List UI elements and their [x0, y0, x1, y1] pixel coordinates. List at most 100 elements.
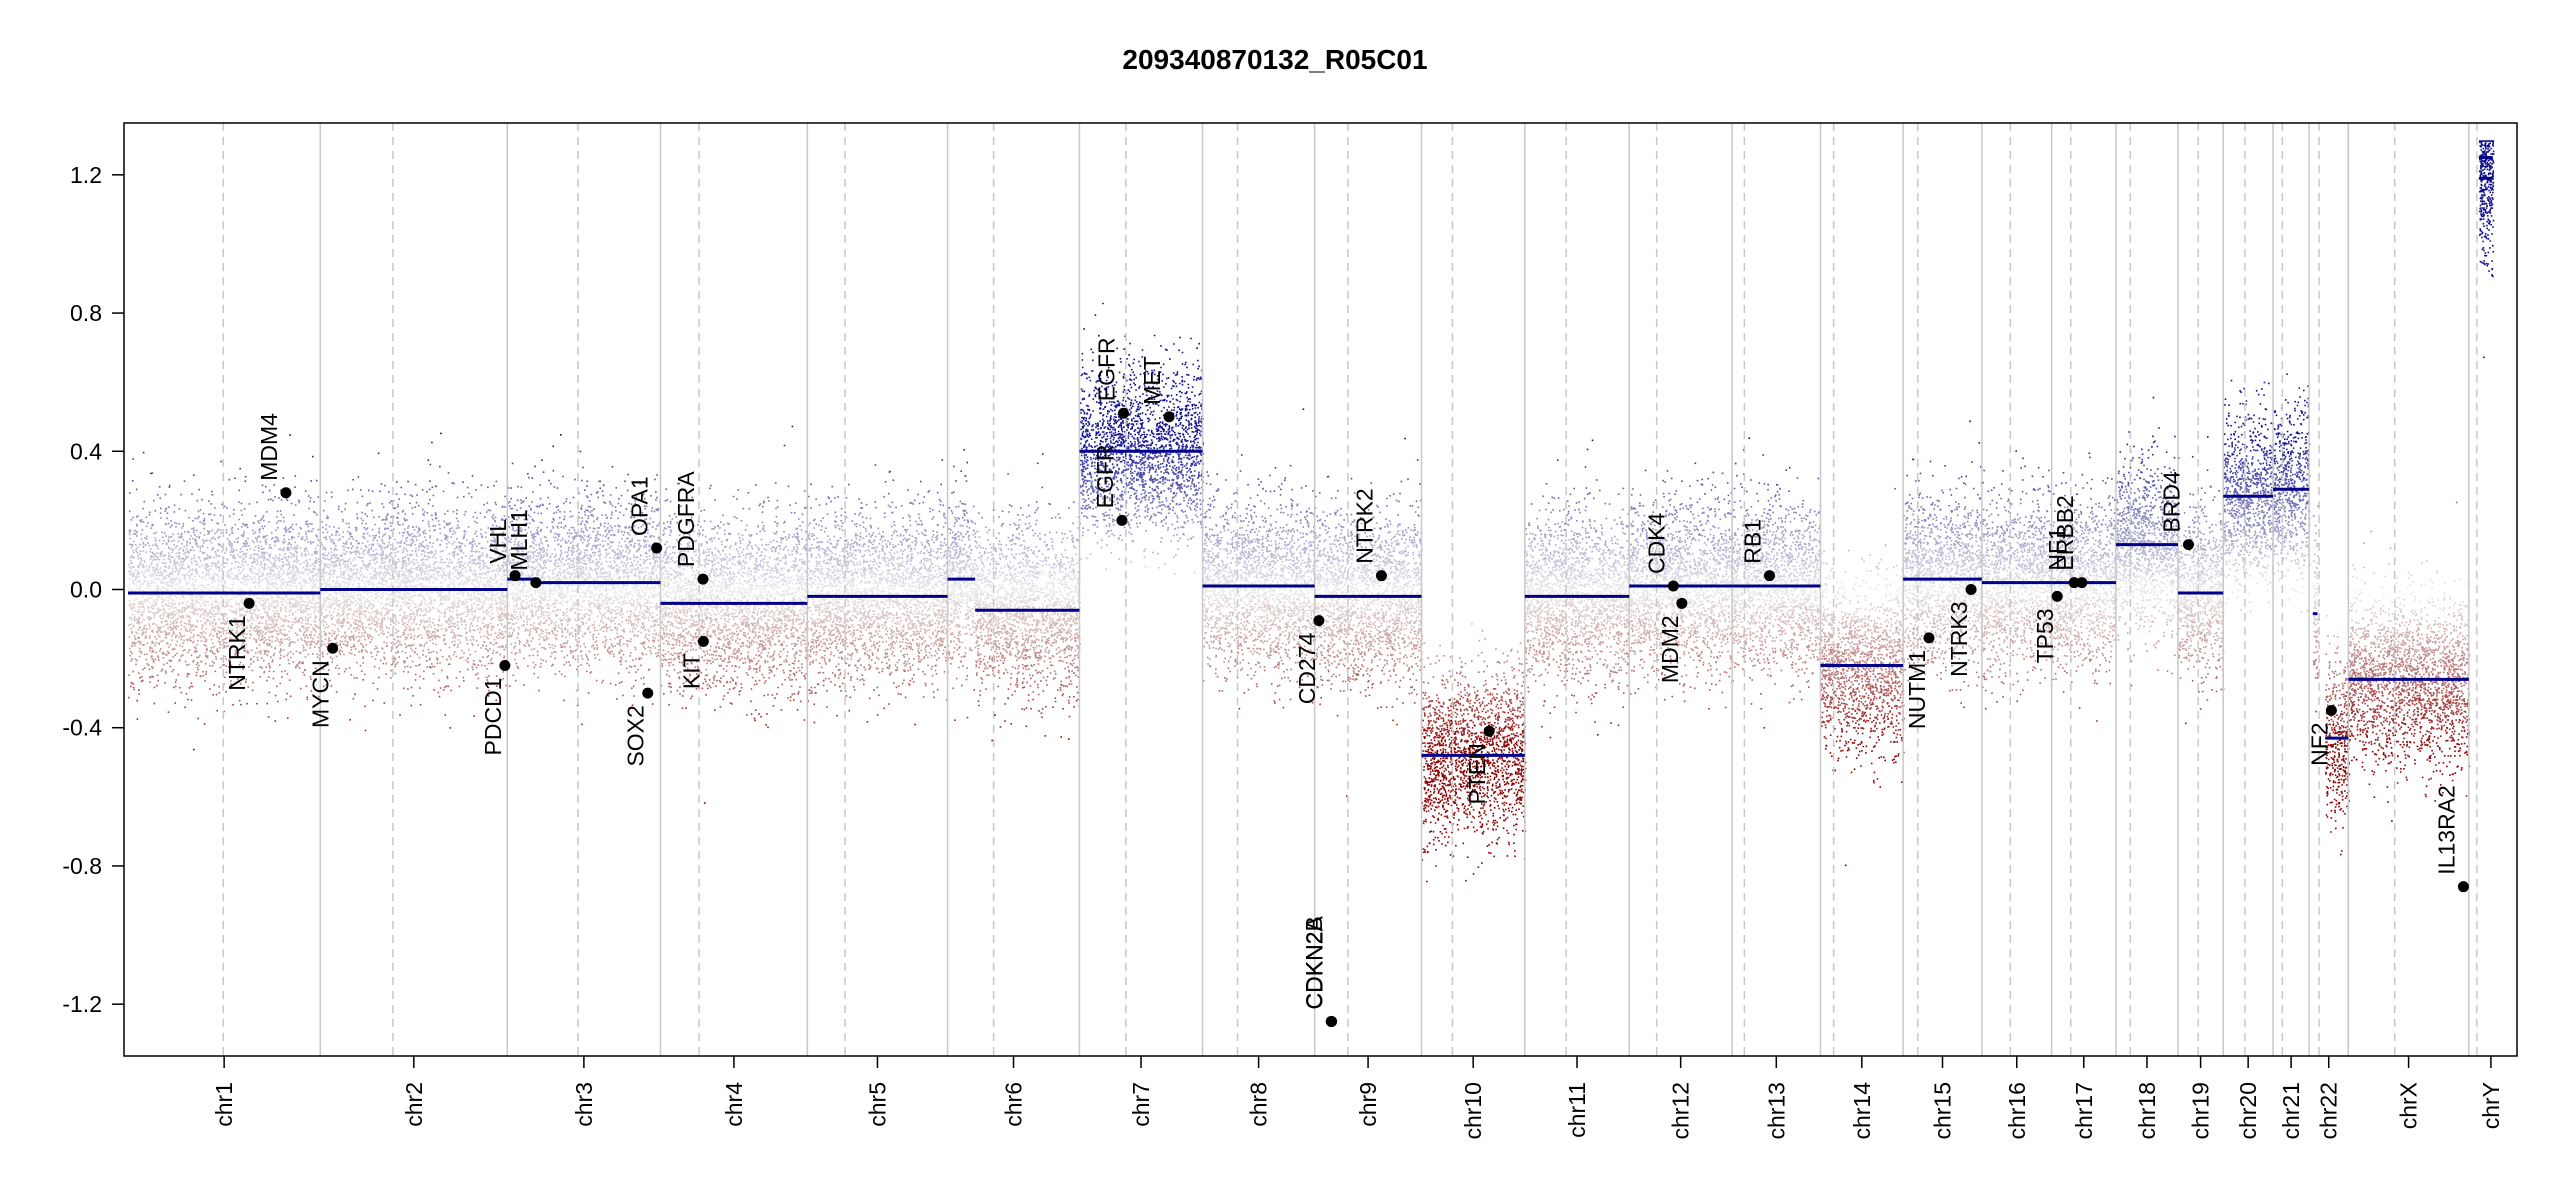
- probe-point-group: [133, 593, 2206, 596]
- probe-point-group: [166, 517, 2307, 520]
- probe-point-group: [159, 511, 2293, 514]
- probe-point-group: [214, 532, 2317, 535]
- probe-point-group: [138, 689, 2448, 692]
- segment-lines: [128, 156, 2493, 757]
- probe-point-group: [185, 692, 2464, 695]
- probe-point-group: [364, 705, 2469, 708]
- probe-point-group: [951, 492, 2262, 495]
- probe-point-group: [270, 498, 2305, 501]
- probe-point-group: [209, 664, 2446, 668]
- probe-point-group: [1423, 737, 2391, 739]
- probe-point-group: [128, 696, 2458, 699]
- probe-point-group: [131, 630, 2446, 633]
- probe-point-group: [175, 567, 2356, 570]
- probe-point-group: [1440, 740, 2411, 743]
- probe-point-group: [1086, 464, 2309, 467]
- x-tick-label: chr1: [211, 1082, 237, 1127]
- probe-point-group: [1085, 448, 2288, 451]
- probe-point-group: [210, 646, 2464, 649]
- gene-point: [651, 542, 663, 554]
- probe-point-group: [1140, 434, 1197, 437]
- probe-point-group: [138, 564, 2354, 567]
- probe-point-group: [244, 475, 2300, 478]
- probe-point-group: [149, 681, 2466, 684]
- probe-point-group: [197, 717, 2466, 720]
- probe-point-group: [286, 717, 2425, 719]
- probe-point-group: [1439, 735, 2442, 738]
- probe-point-group: [174, 701, 2469, 704]
- probe-point-group: [130, 681, 2447, 684]
- probe-point-group: [134, 637, 2424, 640]
- probe-point-group: [237, 677, 2465, 680]
- probe-point-group: [220, 460, 2299, 463]
- gene-point: [1313, 615, 1325, 627]
- probe-point-group: [193, 473, 2294, 476]
- probe-point-group: [471, 474, 2304, 477]
- probe-point-group: [213, 684, 2456, 686]
- y-tick-label: 0.0: [70, 577, 102, 603]
- probe-point-group: [1099, 455, 2291, 458]
- probe-point-group: [139, 561, 2252, 564]
- probe-point-group: [128, 636, 2459, 639]
- probe-point-group: [599, 487, 2309, 490]
- probe-point-group: [1092, 457, 2293, 460]
- probe-point-group: [1442, 719, 2469, 721]
- probe-point-group: [131, 613, 2091, 616]
- y-tick-label: 1.2: [70, 162, 102, 188]
- x-tick-label: chr12: [1668, 1082, 1694, 1140]
- probe-point-group: [294, 475, 2311, 477]
- probe-point-group: [349, 718, 2461, 721]
- x-tick-label: chr13: [1763, 1082, 1789, 1140]
- probe-point-group: [300, 687, 2457, 690]
- probe-point-group: [131, 644, 2459, 648]
- probe-point-group: [1082, 468, 2301, 471]
- probe-point-group: [142, 541, 2304, 544]
- probe-point-group: [1081, 450, 2305, 454]
- gene-label: OPA1: [627, 476, 653, 536]
- probe-point-group: [128, 569, 2280, 573]
- probe-point-group: [1506, 692, 2431, 694]
- probe-point-group: [1080, 454, 2301, 457]
- probe-point-group: [158, 574, 2224, 577]
- probe-point-group: [451, 482, 2287, 484]
- probe-point-group: [167, 584, 2411, 587]
- gene-label: CD274: [1294, 632, 1320, 704]
- probe-point-group: [130, 589, 2269, 592]
- probe-point-group: [377, 452, 2308, 455]
- probe-point-group: [277, 700, 2448, 703]
- probe-point-group: [289, 140, 2495, 436]
- probe-point-group: [780, 709, 2416, 711]
- probe-point-group: [1437, 740, 2453, 743]
- probe-point-group: [787, 697, 2379, 699]
- probe-point-group: [1083, 466, 2273, 469]
- x-tick-label: chr17: [2071, 1082, 2097, 1140]
- probe-point-group: [130, 554, 2319, 557]
- probe-point-group: [1664, 539, 1667, 542]
- probe-point-group: [162, 639, 2459, 642]
- probe-point-group: [1422, 742, 2438, 744]
- probe-point-group: [511, 462, 2291, 465]
- probe-point-group: [130, 518, 2293, 522]
- probe-point-group: [193, 633, 2428, 636]
- probe-point-group: [196, 666, 2430, 669]
- x-tick-label: chr10: [1460, 1082, 1486, 1140]
- probe-point-group: [706, 683, 2419, 686]
- probe-point-group: [435, 485, 2305, 488]
- probe-point-group: [135, 516, 2306, 519]
- probe-point-group: [128, 674, 2438, 677]
- probe-point-group: [380, 483, 2291, 486]
- probe-point-group: [129, 491, 2300, 494]
- gene-point: [2076, 577, 2088, 589]
- gene-label: MLH1: [506, 509, 532, 570]
- probe-point-group: [224, 505, 2296, 508]
- probe-point-group: [307, 495, 2305, 498]
- probe-point-group: [444, 714, 2425, 717]
- gene-label: MYCN: [308, 660, 334, 728]
- probe-point-group: [453, 482, 2296, 485]
- probe-point-group: [136, 534, 2293, 537]
- probe-point-group: [130, 592, 2363, 595]
- gene-label: CDKN2B: [1301, 916, 1327, 1009]
- x-tick-label: chr18: [2134, 1082, 2160, 1140]
- probe-point-group: [1451, 722, 2187, 725]
- probe-point-group: [128, 624, 2469, 627]
